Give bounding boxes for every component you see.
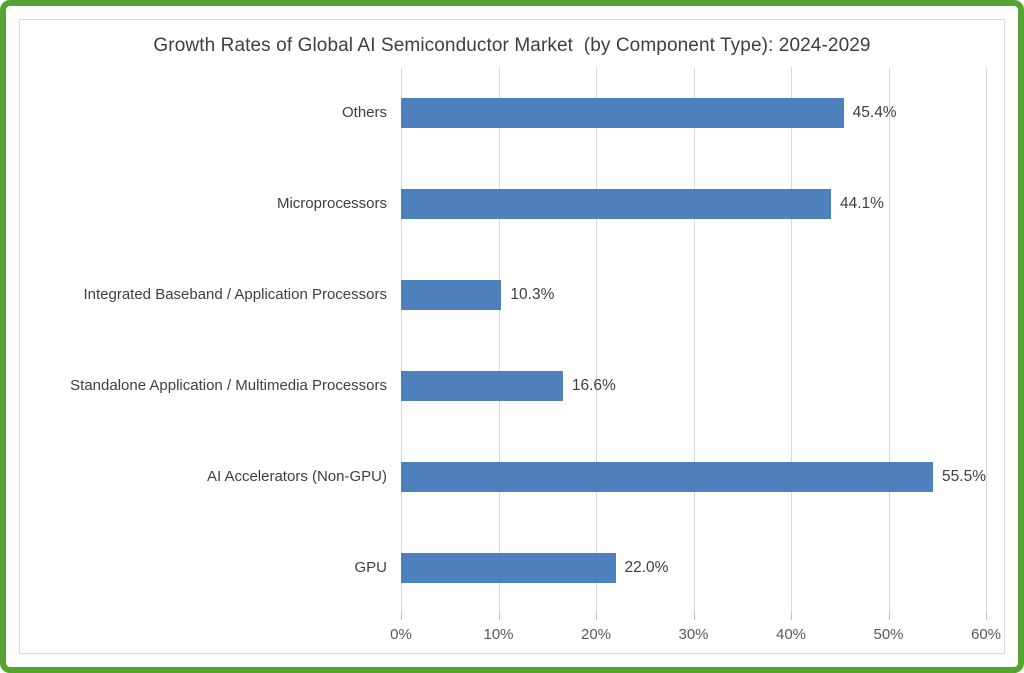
axis-tick-label: 50% [873, 626, 904, 643]
value-axis: 0% 10% 20% 30% 40% 50% 60% [390, 620, 1001, 646]
tick-mark [888, 613, 890, 620]
gridline [986, 67, 987, 613]
gridline [498, 67, 500, 613]
bar [401, 370, 563, 401]
category-label: AI Accelerators (Non-GPU) [206, 468, 387, 485]
plot-area: 45.4% 44.1% 10.3% 16.6% 55.5% 22.0% [401, 67, 987, 613]
tick-mark [791, 613, 792, 620]
chart-body: Others Microprocessors Integrated Baseband… [20, 67, 1004, 613]
tick-mark [596, 613, 597, 620]
gridline [596, 67, 597, 613]
axis-tick-marks [401, 613, 987, 620]
bar [401, 552, 616, 583]
value-label: 10.3% [510, 285, 555, 303]
category-label: Standalone Application / Multimedia Proc… [70, 377, 387, 394]
axis-tick-label: 40% [775, 626, 807, 643]
axis-tick-label: 60% [970, 626, 1002, 643]
gridline [791, 67, 792, 613]
bar [401, 461, 934, 492]
gridline [693, 67, 695, 613]
axis-tick-label: 20% [580, 626, 612, 643]
bar [401, 188, 831, 219]
gridline [888, 67, 890, 613]
value-label: 22.0% [624, 558, 669, 576]
bar-row: 22.0% [401, 522, 986, 613]
bar-row: 44.1% [401, 158, 986, 249]
value-label: 16.6% [571, 376, 616, 394]
category-label: GPU [354, 559, 387, 576]
value-label: 45.4% [852, 103, 897, 121]
value-label: 55.5% [942, 467, 986, 485]
bar-row: 16.6% [401, 340, 986, 431]
category-label: Integrated Baseband / Application Proces… [83, 286, 387, 303]
category-label: Others [341, 104, 387, 121]
category-axis: Others Microprocessors Integrated Baseband… [20, 67, 401, 613]
value-label: 44.1% [839, 194, 884, 212]
chart-plot-border: Growth Rates of Global AI Semiconductor … [19, 19, 1005, 654]
tick-mark [693, 613, 695, 620]
chart-title: Growth Rates of Global AI Semiconductor … [153, 35, 871, 56]
gridlines-layer [401, 67, 987, 613]
tick-mark [498, 613, 500, 620]
axis-tick-label: 10% [483, 626, 514, 643]
tick-mark [401, 613, 402, 620]
tick-mark [986, 613, 987, 620]
bar [401, 97, 844, 128]
gridline [401, 67, 402, 613]
bar-row: 45.4% [401, 67, 986, 158]
bar-row: 10.3% [401, 249, 986, 340]
axis-tick-label: 0% [390, 626, 412, 643]
bar-rows: 45.4% 44.1% 10.3% 16.6% 55.5% 22.0% [401, 67, 986, 613]
axis-tick-label: 30% [678, 626, 709, 643]
bar [401, 279, 502, 310]
bar-row: 55.5% [401, 431, 986, 522]
category-label: Microprocessors [276, 195, 387, 212]
